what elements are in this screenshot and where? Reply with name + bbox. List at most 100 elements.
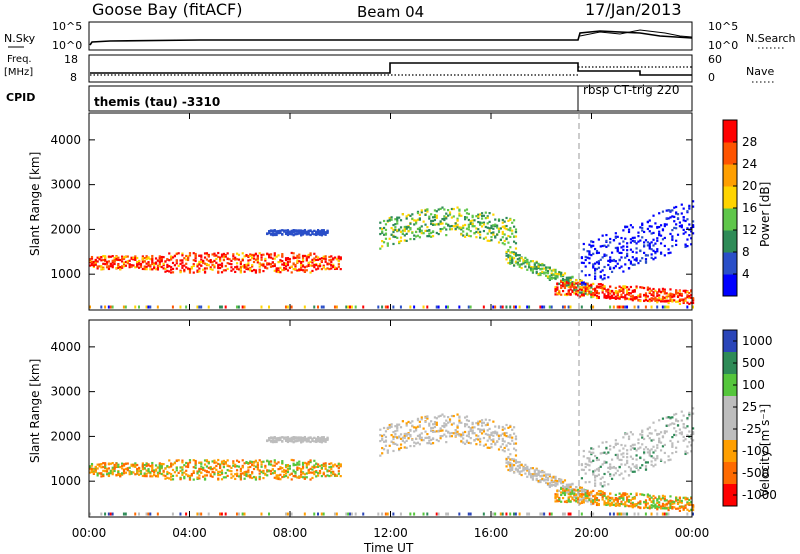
velocity-cell (646, 448, 649, 451)
power-cell (571, 283, 574, 286)
velocity-cell (584, 462, 587, 466)
power-cell (663, 290, 666, 294)
velocity-cell (680, 501, 683, 504)
velocity-cell (560, 487, 563, 490)
power-cell (577, 281, 580, 284)
power-cell (192, 263, 195, 266)
power-cell (181, 252, 184, 255)
velocity-cell (330, 467, 333, 471)
velocity-cell (648, 453, 651, 456)
power-cell (98, 265, 101, 268)
power-cell (503, 225, 506, 228)
velocity-cell (671, 452, 674, 455)
velocity-cell (292, 464, 295, 467)
velocity-cell (626, 504, 629, 507)
velocity-cell (565, 485, 568, 489)
power-cell (284, 258, 288, 262)
velocity-cell (486, 433, 489, 436)
velocity-cell (168, 459, 171, 462)
velocity-cell (546, 483, 550, 486)
velocity-cell (194, 462, 197, 465)
power-cell (141, 261, 144, 264)
velocity-cell (277, 468, 280, 471)
power-cell (531, 266, 535, 269)
power-cell (669, 299, 672, 302)
power-cell (226, 267, 229, 271)
power-cell (641, 222, 644, 225)
power-cell (185, 266, 188, 269)
power-cell (503, 233, 506, 236)
velocity-cell (578, 486, 582, 489)
velocity-cell (509, 425, 512, 428)
velocity-cell (416, 425, 420, 428)
velocity-cell (616, 454, 619, 458)
power-cell (469, 235, 472, 238)
velocity-cell (641, 443, 644, 446)
velocity-cell (109, 512, 112, 516)
velocity-cell (469, 442, 472, 445)
velocity-cell (626, 456, 629, 459)
power-cell (254, 271, 258, 274)
power-cell (548, 275, 551, 278)
power-cell (196, 305, 199, 309)
velocity-cell (496, 440, 499, 443)
velocity-cell (629, 469, 633, 472)
power-cell (577, 289, 580, 292)
velocity-cell (399, 433, 403, 436)
velocity-cell (656, 455, 659, 458)
power-cell (482, 237, 486, 240)
power-cell (424, 223, 427, 226)
power-cell (654, 299, 657, 302)
power-cell (284, 229, 288, 232)
velocity-cell (652, 465, 655, 468)
power-cell (339, 256, 342, 259)
power-cell (567, 276, 570, 279)
power-cell (273, 264, 276, 268)
velocity-cell (290, 440, 293, 443)
velocity-cell (283, 470, 286, 474)
power-cell (676, 213, 680, 216)
velocity-cell (658, 495, 661, 498)
power-cell (509, 257, 512, 260)
velocity-cell (153, 470, 156, 474)
velocity-cell (659, 458, 663, 461)
power-colorbar-swatch (723, 208, 737, 231)
power-cell (507, 228, 510, 231)
velocity-cell (622, 492, 625, 495)
power-cell (614, 246, 617, 250)
velocity-cell (431, 423, 435, 426)
velocity-cell (533, 470, 536, 473)
velocity-cell (324, 465, 327, 468)
power-cell (232, 268, 235, 271)
power-cell (305, 230, 308, 233)
power-cell (610, 294, 614, 297)
velocity-cell (226, 459, 229, 462)
velocity-cell (296, 463, 299, 466)
power-cell (122, 256, 126, 259)
velocity-cell (597, 499, 600, 502)
velocity-cell (158, 465, 161, 468)
velocity-cell (269, 439, 273, 442)
velocity-cell (200, 461, 203, 464)
velocity-cell (394, 442, 397, 446)
velocity-cell (279, 473, 282, 476)
velocity-cell (546, 482, 550, 485)
power-cell (682, 301, 685, 305)
power-cell (220, 271, 224, 274)
velocity-cell (162, 463, 165, 466)
power-cell (126, 261, 129, 264)
power-colorbar-swatch (723, 186, 737, 209)
power-cell (447, 305, 450, 309)
velocity-cell (94, 470, 97, 473)
power-cell (631, 299, 634, 302)
power-cell (563, 282, 567, 285)
power-cell (107, 260, 111, 263)
power-cell (684, 289, 687, 292)
velocity-cell (560, 482, 563, 485)
velocity-cell (563, 489, 567, 492)
velocity-cell (614, 496, 617, 500)
velocity-cell (494, 432, 497, 435)
power-cell (149, 258, 152, 261)
velocity-cell (428, 442, 431, 445)
velocity-cell (590, 503, 593, 506)
